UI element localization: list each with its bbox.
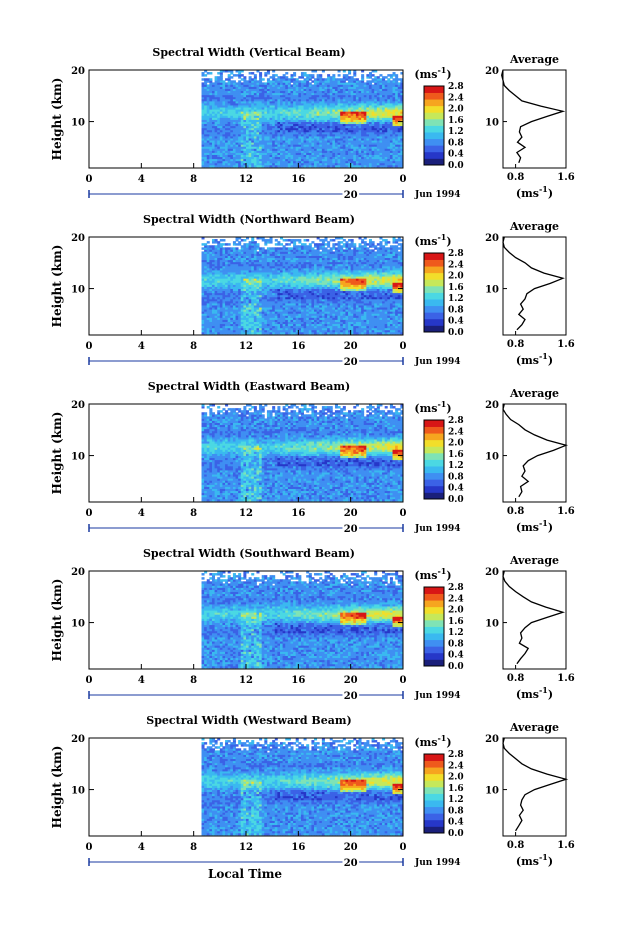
heatmap-cell bbox=[236, 74, 239, 76]
heatmap-cell bbox=[348, 76, 351, 78]
heatmap-cell bbox=[290, 84, 293, 86]
heatmap-cell bbox=[217, 76, 220, 78]
heatmap-cell bbox=[209, 72, 212, 74]
heatmap-cell bbox=[338, 74, 341, 76]
heatmap-cell bbox=[270, 76, 273, 78]
heatmap-cell bbox=[251, 78, 254, 80]
heatmap-cell bbox=[230, 76, 233, 78]
heatmap-cell bbox=[314, 78, 317, 80]
heatmap-cell bbox=[338, 78, 341, 80]
heatmap-cell bbox=[243, 76, 246, 78]
heatmap-cell bbox=[353, 78, 356, 80]
heatmap-cells bbox=[202, 70, 404, 167]
heatmap-cell bbox=[311, 84, 314, 86]
heatmap-cell bbox=[298, 80, 301, 82]
heatmap-cell bbox=[204, 74, 207, 76]
heatmap-cell bbox=[311, 74, 314, 76]
heatmap-cell bbox=[285, 72, 288, 74]
heatmap-cell bbox=[209, 78, 212, 80]
heatmap-cell bbox=[236, 82, 239, 84]
heatmap-cell bbox=[293, 72, 296, 74]
heatmap-cell bbox=[207, 78, 210, 80]
heatmap-cell bbox=[330, 76, 333, 78]
heatmap-cell bbox=[212, 82, 215, 84]
heatmap-cell bbox=[345, 82, 348, 84]
heatmap-cell bbox=[296, 78, 299, 80]
heatmap-cell bbox=[283, 74, 286, 76]
heatmap-cell bbox=[230, 80, 233, 82]
heatmap-cell bbox=[288, 78, 291, 80]
heatmap-cell bbox=[264, 82, 267, 84]
heatmap-cell bbox=[325, 78, 328, 80]
heatmap-cell bbox=[204, 78, 207, 80]
heatmap-cell bbox=[251, 72, 254, 74]
heatmap-cell bbox=[264, 72, 267, 74]
heatmap-cell bbox=[233, 80, 236, 82]
heatmap-cell bbox=[275, 78, 278, 80]
heatmap-cell bbox=[280, 76, 283, 78]
heatmap-cell bbox=[267, 78, 270, 80]
heatmap-cell bbox=[335, 78, 338, 80]
heatmap-cell bbox=[202, 82, 205, 84]
heatmap-cell bbox=[225, 82, 228, 84]
heatmap-cell bbox=[249, 76, 252, 78]
heatmap-cell bbox=[309, 82, 312, 84]
heatmap-cell bbox=[272, 74, 275, 76]
heatmap-cell bbox=[241, 82, 244, 84]
heatmap-cell bbox=[262, 78, 265, 80]
heatmap-cell bbox=[215, 76, 218, 78]
heatmap-cell bbox=[262, 82, 265, 84]
heatmap-cell bbox=[332, 74, 335, 76]
heatmap-cell bbox=[202, 72, 205, 74]
heatmap-cell bbox=[293, 78, 296, 80]
heatmap-cell bbox=[228, 74, 231, 76]
heatmap-cell bbox=[259, 72, 262, 74]
heatmap-cell bbox=[301, 72, 304, 74]
figure: Spectral Width (Vertical Beam)Height (km… bbox=[0, 0, 623, 929]
heatmap-cell bbox=[217, 72, 220, 74]
heatmap-cell bbox=[275, 74, 278, 76]
heatmap-cell bbox=[285, 76, 288, 78]
heatmap-cell bbox=[225, 78, 228, 80]
heatmap-cell bbox=[246, 80, 249, 82]
heatmap-cell bbox=[304, 72, 307, 74]
heatmap-cell bbox=[207, 84, 210, 86]
heatmap-cell bbox=[277, 76, 280, 78]
heatmap-cell bbox=[241, 78, 244, 80]
panel-1: Spectral Width (Vertical Beam)Height (km… bbox=[50, 46, 575, 201]
heatmap-cell bbox=[254, 74, 257, 76]
heatmap-cell bbox=[238, 80, 241, 82]
heatmap-cell bbox=[327, 74, 330, 76]
heatmap-cell bbox=[207, 72, 210, 74]
heatmap-cell bbox=[309, 74, 312, 76]
heatmap-cell bbox=[270, 80, 273, 82]
heatmap-cell bbox=[241, 74, 244, 76]
heatmap-cell bbox=[343, 74, 346, 76]
heatmap-cell bbox=[317, 74, 320, 76]
heatmap-cell bbox=[311, 80, 314, 82]
heatmap-cell bbox=[306, 74, 309, 76]
heatmap-cell bbox=[222, 80, 225, 82]
chart-title: Spectral Width (Vertical Beam) bbox=[152, 46, 345, 59]
heatmap-cell bbox=[298, 76, 301, 78]
heatmap-cell bbox=[322, 78, 325, 80]
heatmap-cell bbox=[249, 72, 252, 74]
heatmap-cell bbox=[301, 80, 304, 82]
heatmap-cell bbox=[233, 74, 236, 76]
heatmap-cell bbox=[340, 78, 343, 80]
heatmap-cell bbox=[256, 80, 259, 82]
heatmap-cell bbox=[290, 74, 293, 76]
heatmap-cell bbox=[202, 78, 205, 80]
heatmap-cell bbox=[319, 74, 322, 76]
heatmap-cell bbox=[351, 76, 354, 78]
heatmap-cell bbox=[345, 74, 348, 76]
heatmap-cell bbox=[304, 78, 307, 80]
